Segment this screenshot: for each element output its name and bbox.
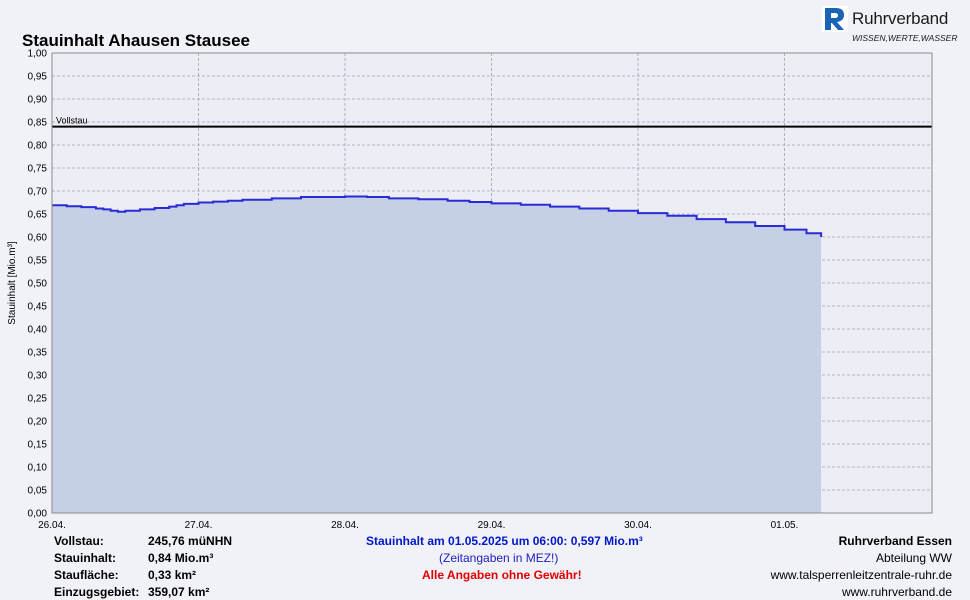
department: Abteilung WW [875, 551, 952, 565]
y-tick-label: 0,45 [28, 302, 48, 313]
x-tick-label: 26.04. [38, 520, 66, 531]
stauinhalt-value: 0,84 Mio.m³ [148, 551, 214, 565]
y-axis: 0,00 0,05 0,10 0,15 0,20 0,25 0,30 0,35 0,40 0,45… [28, 49, 48, 520]
y-tick-label: 0,60 [28, 233, 48, 244]
y-tick-label: 0,25 [28, 394, 48, 405]
y-tick-label: 0,85 [28, 118, 48, 129]
current-value: Stauinhalt am 01.05.2025 um 06:00: 0,597… [366, 534, 643, 548]
stauflaeche-value: 0,33 km² [148, 568, 197, 582]
logo-name: Ruhrverband [852, 9, 949, 28]
vollstau-value: 245,76 müNHN [148, 534, 233, 548]
series-area [52, 196, 822, 513]
disclaimer: Alle Angaben ohne Gewähr! [422, 568, 582, 582]
y-axis-label: Stauinhalt [Mio.m³] [7, 241, 18, 325]
y-tick-label: 0,55 [28, 256, 48, 267]
y-tick-label: 0,35 [28, 348, 48, 359]
ruhrverband-logo-icon [822, 6, 848, 32]
url-talsperren[interactable]: www.talsperrenleitzentrale-ruhr.de [770, 568, 952, 582]
x-tick-label: 29.04. [478, 520, 506, 531]
y-tick-label: 0,30 [28, 371, 48, 382]
y-tick-label: 0,95 [28, 72, 48, 83]
y-tick-label: 0,70 [28, 187, 48, 198]
time-note: (Zeitangaben in MEZ!) [439, 551, 559, 565]
vollstau-label: Vollstau [56, 116, 88, 126]
y-tick-label: 1,00 [28, 49, 48, 60]
ruhrverband-logo: Ruhrverband WISSEN,WERTE,WASSER [822, 6, 962, 46]
y-tick-label: 0,75 [28, 164, 48, 175]
y-tick-label: 0,05 [28, 486, 48, 497]
y-tick-label: 0,15 [28, 440, 48, 451]
y-tick-label: 0,00 [28, 509, 48, 520]
stauinhalt-label: Stauinhalt: [54, 551, 116, 565]
y-tick-label: 0,65 [28, 210, 48, 221]
y-tick-label: 0,50 [28, 279, 48, 290]
x-tick-label: 30.04. [624, 520, 652, 531]
x-tick-label: 01.05. [771, 520, 799, 531]
org-name: Ruhrverband Essen [838, 534, 952, 548]
plot-border [51, 52, 933, 514]
x-tick-label: 28.04. [331, 520, 359, 531]
series-line [52, 195, 823, 237]
y-tick-label: 0,40 [28, 325, 48, 336]
stauflaeche-label: Staufläche: [54, 568, 119, 582]
x-tick-label: 27.04. [185, 520, 213, 531]
x-axis: 26.04. 27.04. 28.04. 29.04. 30.04. 01.05. [38, 520, 798, 531]
einzugsgebiet-label: Einzugsgebiet: [54, 585, 140, 599]
y-tick-label: 0,80 [28, 141, 48, 152]
einzugsgebiet-value: 359,07 km² [148, 585, 210, 599]
y-tick-label: 0,90 [28, 95, 48, 106]
vollstau-label-footer: Vollstau: [54, 534, 104, 548]
logo-slogan: WISSEN,WERTE,WASSER [852, 33, 958, 43]
url-ruhrverband[interactable]: www.ruhrverband.de [841, 585, 952, 599]
y-tick-label: 0,10 [28, 463, 48, 474]
y-tick-label: 0,20 [28, 417, 48, 428]
chart-title: Stauinhalt Ahausen Stausee [22, 31, 250, 50]
chart: Vollstau 0,00 0,05 0,10 0,15 0,20 0,25 0,30 0,3… [7, 49, 933, 531]
